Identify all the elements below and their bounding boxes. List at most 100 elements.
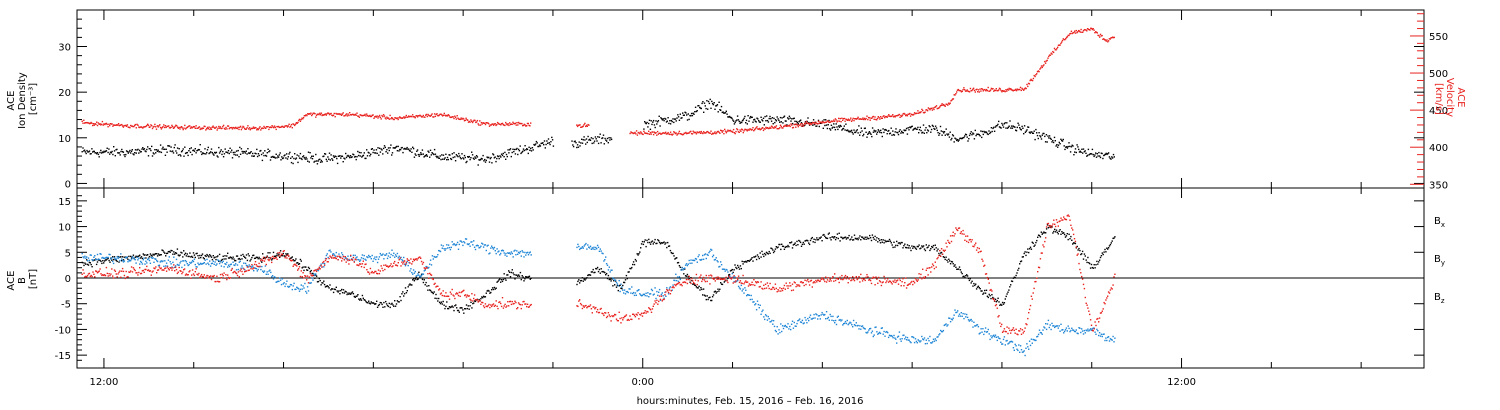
point-density-251 — [284, 154, 286, 156]
point-By-767 — [815, 313, 817, 315]
point-Bx-55 — [130, 257, 133, 259]
point-velocity-301 — [324, 113, 327, 115]
point-velocity-925 — [914, 112, 917, 115]
point-velocity-836 — [842, 118, 845, 120]
point-By-690 — [746, 294, 748, 297]
point-By-910 — [943, 324, 945, 327]
point-Bx-685 — [741, 260, 743, 263]
point-By-157 — [222, 260, 224, 262]
point-velocity-921 — [911, 113, 913, 116]
point-By-1085 — [1100, 333, 1103, 335]
point-Bx-799 — [843, 236, 846, 239]
point-By-650 — [710, 248, 712, 251]
point-By-970 — [997, 336, 999, 338]
point-By-331 — [378, 256, 381, 258]
point-velocity-884 — [881, 117, 883, 119]
point-velocity-110 — [170, 126, 172, 128]
point-Bx-571 — [639, 251, 641, 253]
point-Bx-2 — [83, 264, 85, 267]
point-Bz-80 — [153, 267, 155, 269]
point-Bz-232 — [289, 259, 292, 262]
point-Bx-532 — [604, 271, 606, 274]
point-velocity-266 — [296, 122, 298, 124]
point-velocity-908 — [901, 115, 903, 118]
point-By-65 — [139, 260, 142, 263]
point-velocity-987 — [964, 90, 967, 92]
point-density-879 — [841, 129, 843, 131]
point-velocity-509 — [492, 124, 495, 126]
point-density-1014 — [950, 139, 952, 141]
point-By-201 — [262, 270, 264, 272]
point-By-937 — [967, 319, 970, 321]
point-Bz-199 — [260, 259, 262, 262]
point-Bx-408 — [447, 307, 450, 310]
point-By-601 — [666, 287, 668, 289]
point-velocity-346 — [361, 114, 363, 117]
point-Bx-364 — [408, 284, 410, 286]
point-By-323 — [371, 254, 373, 257]
point-Bx-317 — [366, 301, 368, 304]
point-Bx-124 — [192, 252, 195, 254]
point-By-510 — [584, 244, 586, 246]
point-By-621 — [684, 267, 686, 269]
point-By-324 — [372, 260, 374, 262]
point-By-668 — [726, 269, 728, 271]
point-density-175 — [222, 156, 225, 158]
point-By-173 — [236, 264, 239, 266]
density-tick-label-1: 10 — [58, 134, 71, 145]
point-Bx-713 — [766, 252, 769, 254]
point-Bx-235 — [292, 259, 294, 261]
point-By-382 — [424, 269, 426, 271]
point-density-807 — [783, 116, 785, 118]
point-Bx-406 — [446, 301, 448, 303]
point-velocity-338 — [354, 113, 357, 115]
point-Bx-193 — [254, 257, 257, 259]
point-density-30 — [105, 150, 108, 152]
point-By-57 — [132, 257, 135, 259]
point-By-881 — [917, 339, 919, 341]
point-Bx-809 — [852, 239, 855, 241]
point-By-361 — [405, 263, 408, 265]
point-Bx-785 — [831, 236, 833, 238]
point-density-317 — [337, 155, 340, 157]
point-density-656 — [661, 118, 663, 120]
point-Bx-1056 — [1074, 242, 1077, 245]
point-By-551 — [621, 286, 623, 288]
point-By-1039 — [1059, 330, 1061, 332]
point-Bx-682 — [738, 268, 741, 270]
point-density-1017 — [952, 135, 955, 137]
point-By-336 — [383, 258, 385, 260]
point-By-371 — [414, 270, 416, 273]
point-Bx-169 — [233, 258, 235, 260]
point-velocity-641 — [685, 131, 687, 134]
point-Bz-203 — [263, 260, 266, 262]
point-By-392 — [433, 255, 435, 258]
point-velocity-60 — [130, 124, 132, 127]
point-By-303 — [353, 260, 355, 262]
point-velocity-501 — [486, 122, 488, 124]
point-Bx-85 — [157, 253, 160, 255]
point-velocity-854 — [857, 116, 859, 118]
point-density-565 — [538, 145, 540, 148]
point-Bx-587 — [653, 241, 655, 243]
point-density-250 — [283, 155, 285, 157]
point-Bx-896 — [931, 245, 933, 248]
point-Bz-311 — [360, 266, 363, 268]
point-velocity-207 — [248, 127, 251, 129]
point-By-487 — [518, 252, 521, 254]
point-velocity-1003 — [977, 89, 980, 91]
point-Bz-289 — [341, 260, 343, 262]
point-density-371 — [381, 149, 383, 151]
point-Bz-212 — [271, 255, 274, 258]
point-Bx-547 — [617, 289, 619, 292]
point-velocity-394 — [399, 117, 402, 119]
point-Bx-528 — [600, 268, 602, 270]
point-By-1043 — [1063, 332, 1065, 334]
point-density-674 — [675, 120, 677, 122]
point-density-1213 — [1111, 156, 1113, 158]
point-velocity-889 — [885, 115, 887, 118]
point-Bx-722 — [774, 248, 777, 250]
point-velocity-184 — [230, 127, 232, 129]
point-density-1072 — [997, 123, 999, 126]
point-By-782 — [828, 319, 830, 321]
